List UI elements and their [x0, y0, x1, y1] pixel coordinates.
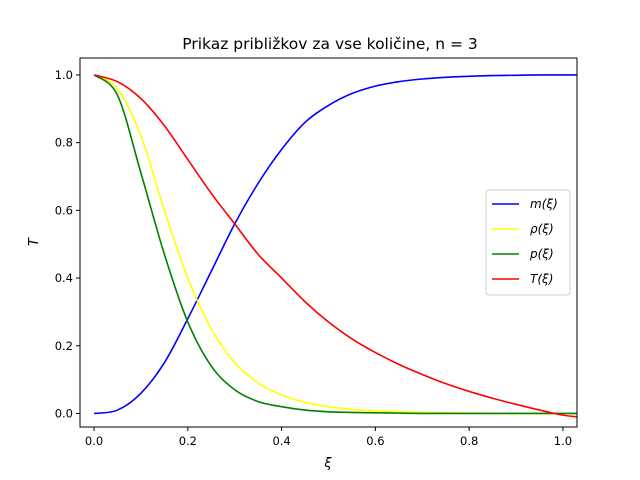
series-line-2 — [93, 74, 577, 415]
y-axis-label: T — [27, 237, 42, 246]
x-axis-ticks: 0.0 0.2 0.4 0.6 0.8 1.0 — [85, 427, 572, 448]
series-line-3 — [93, 74, 577, 418]
legend-label-0: m(ξ) — [530, 197, 558, 211]
x-tick-label: 0.6 — [366, 434, 384, 448]
x-tick-label: 1.0 — [554, 434, 572, 448]
legend: m(ξ) ρ(ξ) p(ξ) T(ξ) — [485, 189, 571, 296]
legend-label-1: ρ(ξ) — [530, 222, 554, 236]
chart-title: Prikaz približkov za vse količine, n = 3 — [182, 35, 478, 53]
y-tick-label: 0.6 — [55, 203, 73, 217]
y-tick-label: 0.2 — [55, 339, 73, 353]
legend-label-3: T(ξ) — [530, 272, 553, 286]
series-lines — [93, 74, 577, 418]
x-tick-label: 0.2 — [179, 434, 197, 448]
axes-frame — [79, 57, 578, 428]
y-tick-label: 0.4 — [55, 271, 73, 285]
x-axis-label: ξ — [323, 456, 332, 471]
y-tick-label: 0.0 — [55, 406, 73, 420]
legend-label-2: p(ξ) — [529, 247, 554, 261]
y-tick-label: 1.0 — [55, 68, 73, 82]
y-tick-label: 0.8 — [55, 136, 73, 150]
y-axis-ticks: 0.0 0.2 0.4 0.6 0.8 1.0 — [55, 68, 80, 420]
series-line-0 — [93, 74, 577, 415]
x-tick-label: 0.8 — [460, 434, 478, 448]
x-tick-label: 0.0 — [85, 434, 103, 448]
x-tick-label: 0.4 — [272, 434, 290, 448]
legend-box — [485, 189, 571, 296]
chart-title-text: Prikaz približkov za vse količine, n = 3 — [182, 35, 478, 53]
